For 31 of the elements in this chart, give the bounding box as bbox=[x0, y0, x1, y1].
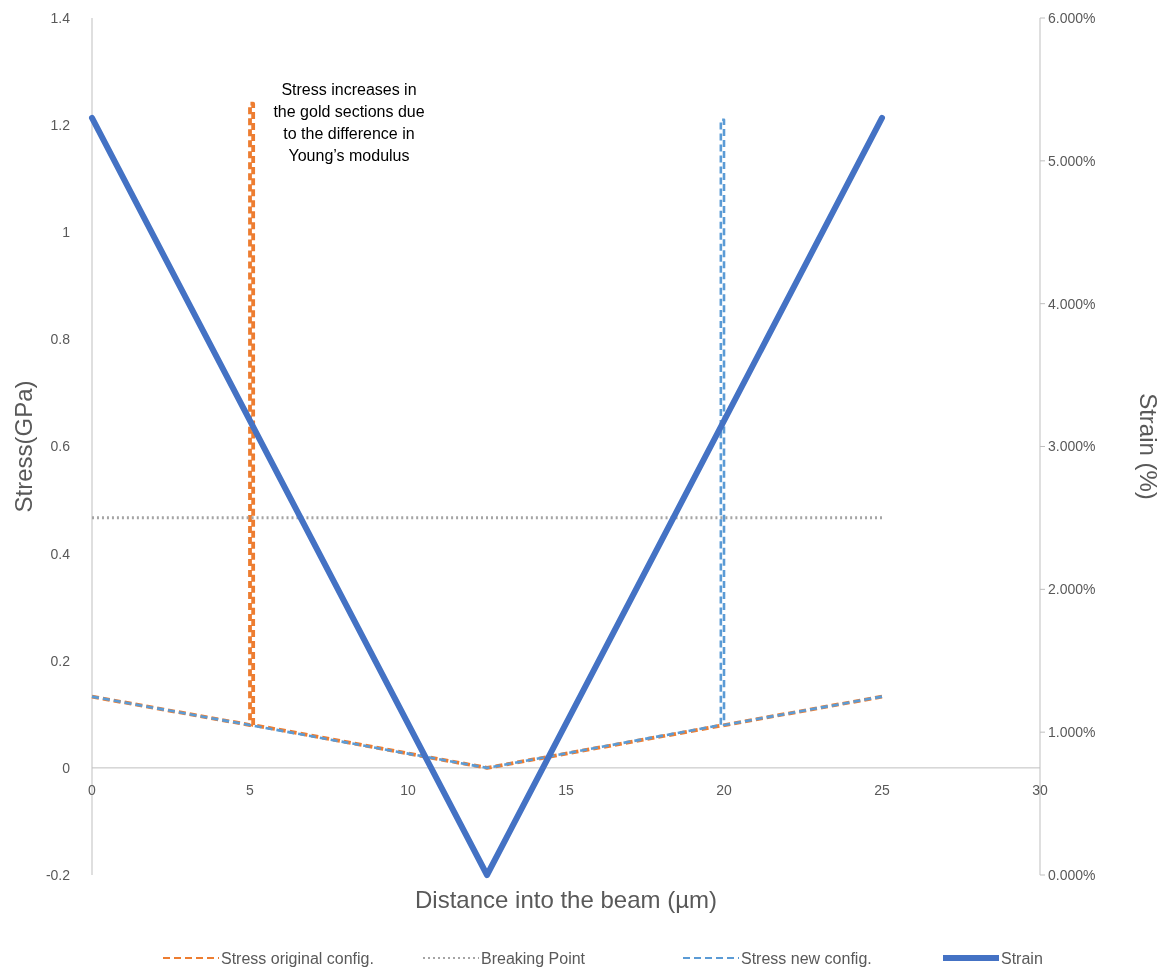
y-tick-label: 1 bbox=[62, 224, 71, 241]
y-tick-label: -0.2 bbox=[45, 866, 71, 883]
y2-tick-label: 3.000% bbox=[1048, 438, 1096, 455]
y2-tick-label: 4.000% bbox=[1048, 295, 1096, 312]
y-tick-label: 0.4 bbox=[50, 545, 71, 562]
y-tick-label: 1.2 bbox=[50, 117, 71, 134]
y-tick-label: 0.8 bbox=[50, 331, 71, 348]
y2-tick-label: 6.000% bbox=[1048, 9, 1096, 26]
y-tick-label: 0.2 bbox=[50, 652, 71, 669]
x-tick-label: 15 bbox=[558, 781, 574, 798]
x-tick-label: 30 bbox=[1032, 781, 1048, 798]
legend-label: Strain bbox=[1001, 949, 1043, 967]
annotation: Stress increases in the gold sections due to the difference in Young’s modulus bbox=[273, 81, 425, 164]
y-tick-label: 0.6 bbox=[50, 438, 71, 455]
x-axis-title: Distance into the beam (µm) bbox=[415, 886, 717, 913]
x-tick-label: 25 bbox=[874, 781, 890, 798]
legend-label: Stress new config. bbox=[741, 949, 872, 967]
y2-tick-label: 1.000% bbox=[1048, 724, 1096, 741]
y2-axis-title: Strain (%) bbox=[1135, 393, 1162, 500]
x-tick-label: 5 bbox=[246, 781, 255, 798]
legend-label: Stress original config. bbox=[221, 949, 374, 967]
y-axis-title: Stress(GPa) bbox=[10, 380, 37, 513]
x-tick-label: 10 bbox=[400, 781, 416, 798]
y2-tick-label: 2.000% bbox=[1048, 581, 1096, 598]
legend-label: Breaking Point bbox=[481, 949, 586, 967]
x-tick-label: 20 bbox=[716, 781, 732, 798]
y2-tick-label: 5.000% bbox=[1048, 152, 1096, 169]
y-tick-label: 0 bbox=[62, 759, 71, 776]
x-tick-label: 0 bbox=[88, 781, 97, 798]
y2-tick-label: 0.000% bbox=[1048, 866, 1096, 883]
y-tick-label: 1.4 bbox=[50, 9, 71, 26]
